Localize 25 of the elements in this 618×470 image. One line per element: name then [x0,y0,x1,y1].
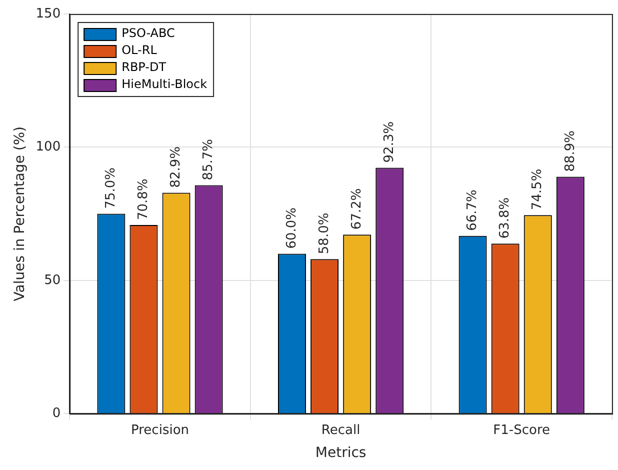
y-axis-title: Values in Percentage (%) [12,126,28,302]
data-label: 63.8% [498,197,513,239]
legend-label: RBP-DT [122,60,167,74]
data-label: 92.3% [382,121,397,163]
data-label: 85.7% [201,138,216,180]
y-tick-label: 100 [36,140,61,155]
x-tick-label: Precision [131,422,190,438]
legend-label: PSO-ABC [122,26,175,40]
y-tick-label: 150 [36,6,61,22]
x-tick-label: Recall [321,422,360,438]
data-label: 58.0% [316,212,332,254]
data-label: 60.0% [284,207,300,249]
data-label: 66.7% [465,190,480,231]
y-tick-label: 50 [44,272,61,288]
legend-label: HieMulti-Block [122,77,208,92]
y-tick-label: 0 [52,406,61,421]
data-label: 82.9% [168,146,184,188]
data-label: 75.0% [104,167,119,209]
data-label: 74.5% [530,168,546,210]
data-label: 70.8% [136,178,152,220]
data-label: 67.2% [349,188,364,230]
x-tick-label: F1-Score [493,422,550,438]
legend-label: OL-RL [122,43,158,58]
x-axis-title: Metrics [315,445,366,462]
data-label: 88.9% [562,130,578,172]
